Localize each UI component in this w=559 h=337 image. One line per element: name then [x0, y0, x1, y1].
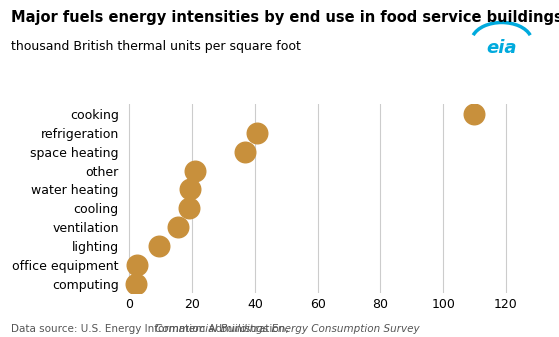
- Point: [131, 281, 140, 286]
- Point: [241, 149, 250, 154]
- Text: thousand British thermal units per square foot: thousand British thermal units per squar…: [11, 40, 301, 54]
- Point: [186, 187, 195, 192]
- Point: [252, 130, 261, 135]
- Text: Data source: U.S. Energy Information Administration,: Data source: U.S. Energy Information Adm…: [11, 324, 292, 334]
- Text: Commercial Buildings Energy Consumption Survey: Commercial Buildings Energy Consumption …: [155, 324, 419, 334]
- Point: [469, 111, 478, 117]
- Point: [155, 243, 164, 249]
- Text: eia: eia: [486, 39, 517, 57]
- Point: [191, 168, 200, 173]
- Text: Major fuels energy intensities by end use in food service buildings (2018): Major fuels energy intensities by end us…: [11, 10, 559, 25]
- Point: [173, 224, 182, 230]
- Point: [184, 206, 193, 211]
- Point: [132, 262, 141, 268]
